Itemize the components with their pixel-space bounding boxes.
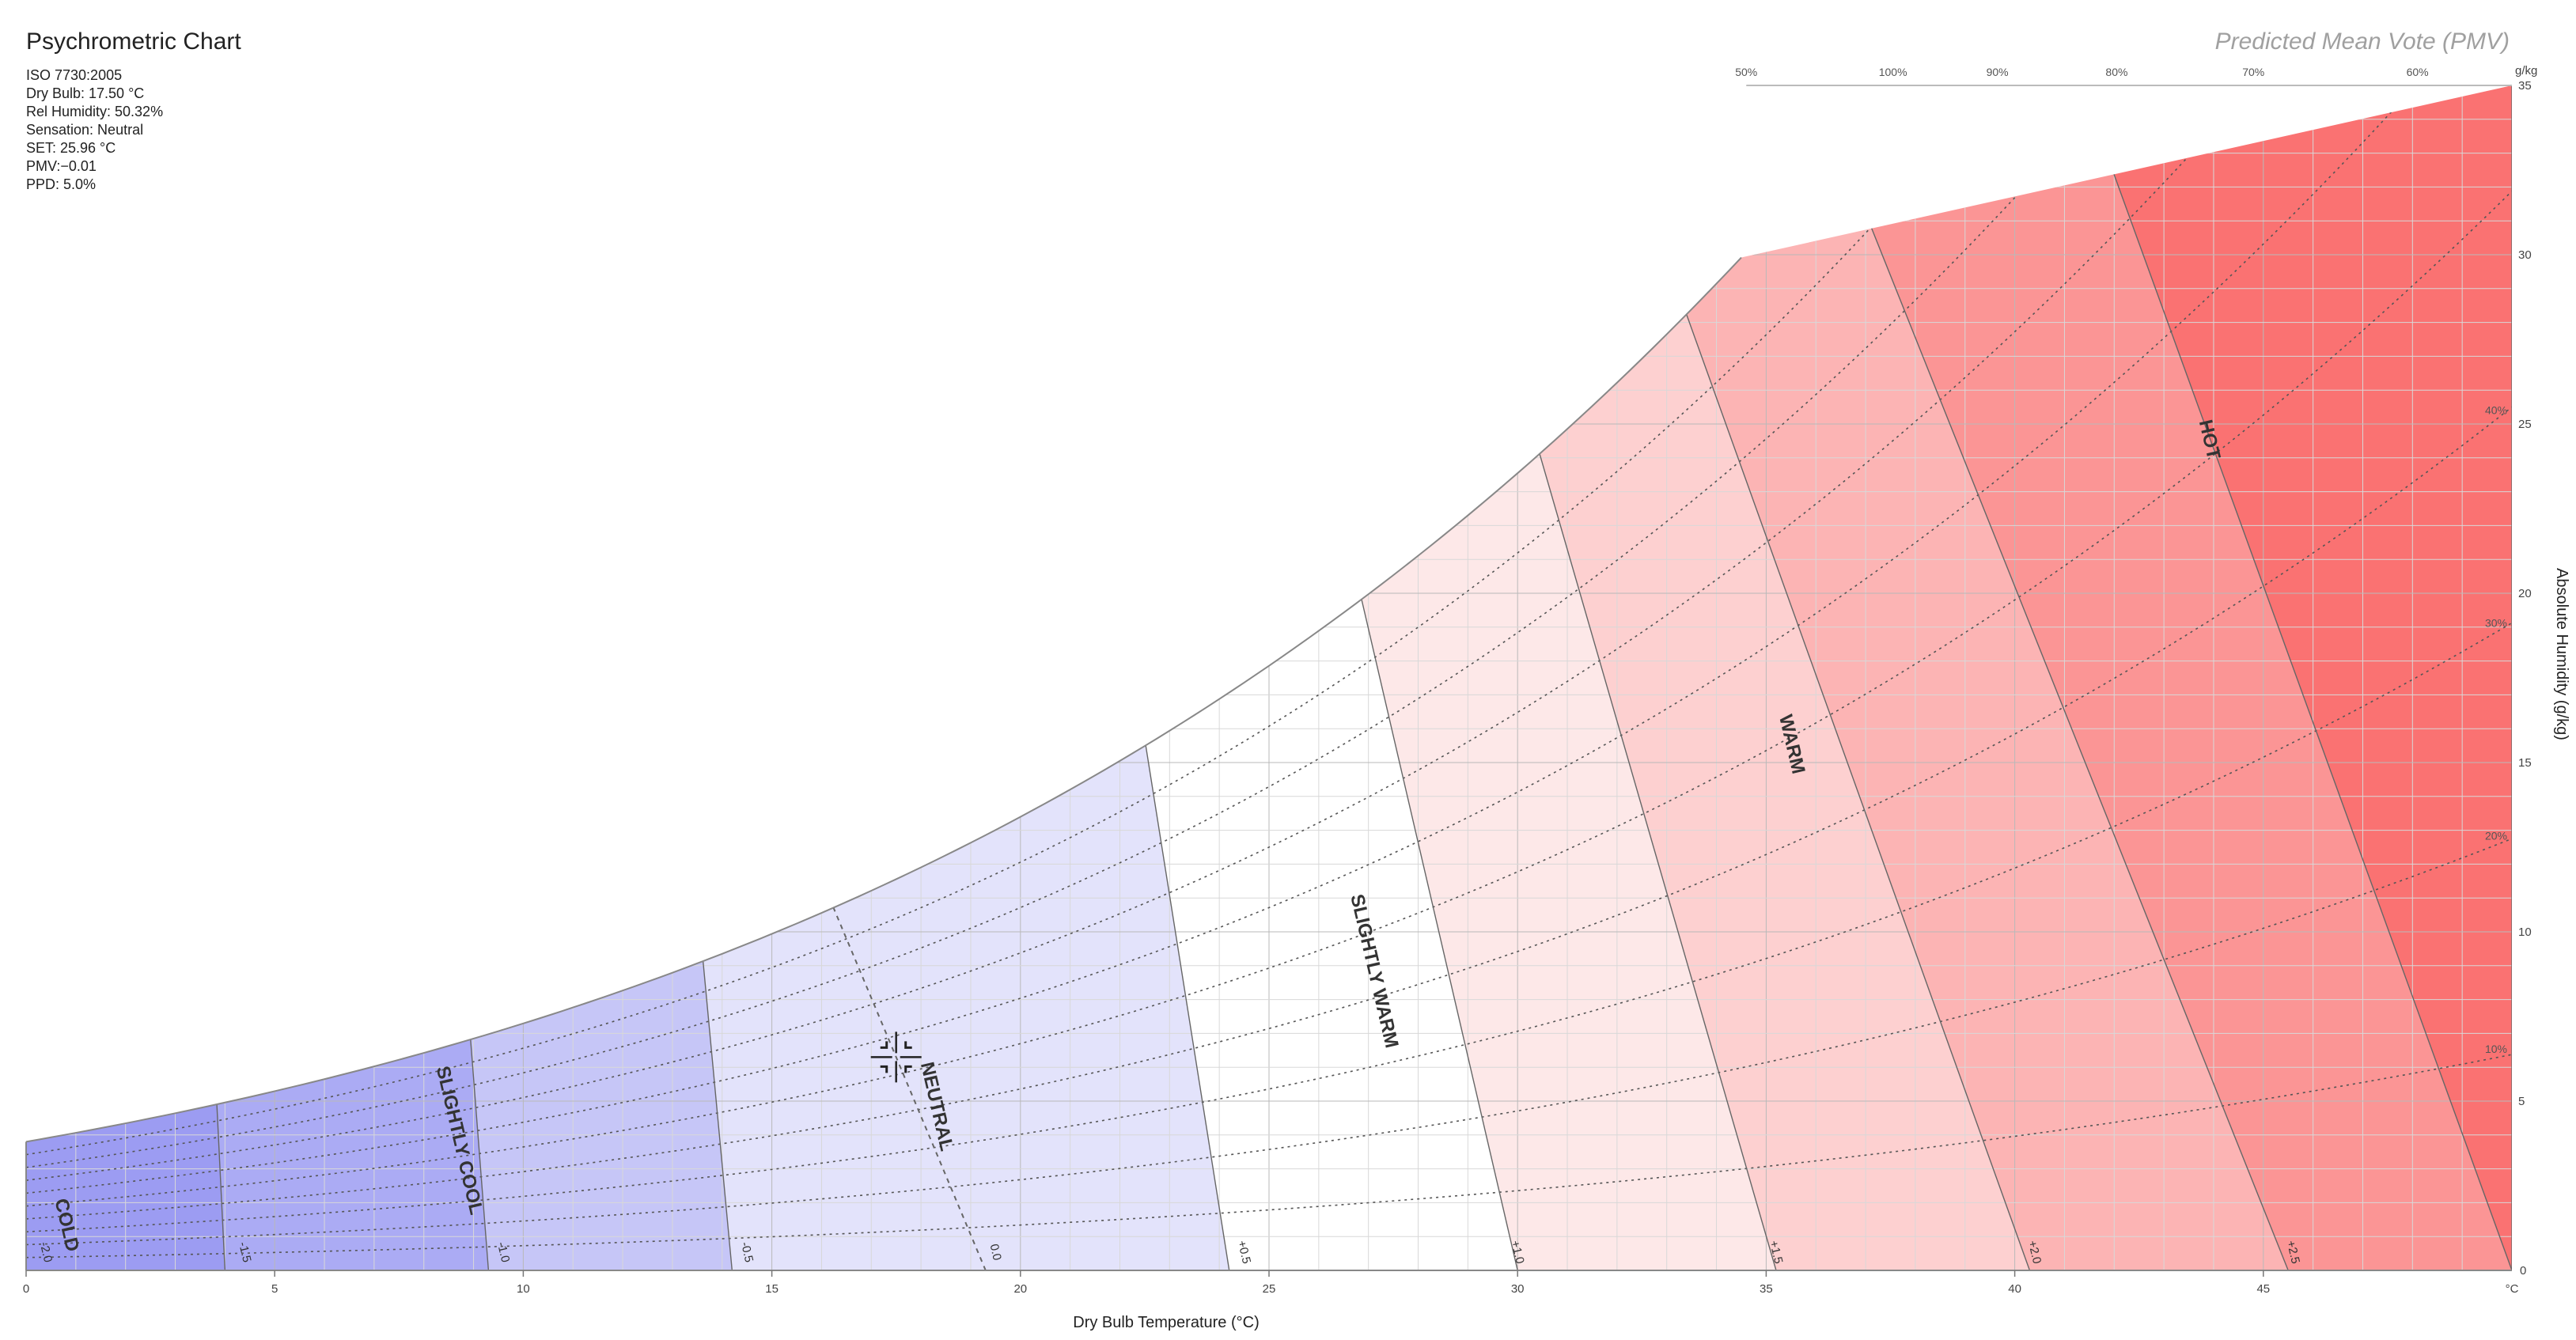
saturation-line xyxy=(25,256,1742,1143)
y-tick-label: 5 xyxy=(2518,1095,2525,1108)
pmv-value-tag: -2.0 xyxy=(37,1240,55,1263)
chart-title: Psychrometric Chart xyxy=(26,28,241,55)
x-axis-title: Dry Bulb Temperature (°C) xyxy=(1073,1314,1259,1331)
crosshair-corner xyxy=(880,1041,888,1049)
pmv-readout: PMV:−0.01 xyxy=(26,158,97,174)
rh-line xyxy=(26,838,2512,1246)
sensation-readout: Sensation: Neutral xyxy=(26,122,144,138)
y-tick-label: 25 xyxy=(2518,418,2532,431)
rh-top-label: 60% xyxy=(2407,66,2429,78)
crosshair-corner xyxy=(904,1041,912,1049)
rh-lines xyxy=(26,85,2512,1259)
pmv-value-tag: +0.5 xyxy=(1235,1240,1253,1266)
rh-top-label: 80% xyxy=(2105,66,2127,78)
pmv-zone xyxy=(26,85,225,1270)
x-tick-label: 0 xyxy=(23,1282,29,1296)
pmv-boundary-line xyxy=(1800,85,2289,1270)
y-unit-label: g/kg xyxy=(2515,64,2537,78)
crosshair-corner xyxy=(904,1065,912,1073)
pmv-boundary-line xyxy=(2069,85,2512,1270)
x-unit-label: °C xyxy=(2506,1282,2519,1296)
pmv-value-tag: +1.0 xyxy=(1508,1240,1526,1266)
x-tick-label: 35 xyxy=(1760,1282,1773,1296)
x-tick-label: 5 xyxy=(271,1282,278,1296)
crosshair-icon xyxy=(870,1031,922,1083)
pmv-value-tag: -1.5 xyxy=(236,1240,253,1263)
pmv-value-tag: +2.0 xyxy=(2025,1240,2044,1266)
y-tick-label: 35 xyxy=(2518,79,2532,93)
rh-top-label: 100% xyxy=(1879,66,1907,78)
crosshair-corner xyxy=(880,1065,888,1073)
y-tick-label: 20 xyxy=(2518,587,2532,600)
rh-line xyxy=(26,622,2512,1233)
x-tick-label: 15 xyxy=(765,1282,778,1296)
pmv-caption: Predicted Mean Vote (PMV) xyxy=(2214,28,2510,55)
rh-side-label: 40% xyxy=(2485,403,2507,416)
y-tick-label: 0 xyxy=(2520,1264,2526,1278)
ppd-readout: PPD: 5.0% xyxy=(26,176,97,192)
pmv-value-tag: +2.5 xyxy=(2284,1240,2302,1266)
rh-line xyxy=(26,85,2165,1168)
rh-line xyxy=(26,85,2301,1181)
rh-line xyxy=(26,1054,2512,1259)
rh-top-label: 90% xyxy=(1987,66,2009,78)
pmv-value-tag: -0.5 xyxy=(738,1240,756,1263)
y-axis-title: Absolute Humidity (g/kg) xyxy=(2553,568,2570,740)
y-tick-label: 15 xyxy=(2518,756,2532,770)
readout-panel: ISO 7730:2005 Dry Bulb: 17.50 °C Rel Hum… xyxy=(26,66,163,194)
pmv-value-tag: -1.0 xyxy=(494,1240,512,1263)
x-tick-label: 45 xyxy=(2256,1282,2270,1296)
rh-line xyxy=(26,191,2512,1207)
rh-side-label: 20% xyxy=(2485,830,2507,842)
pmv-value-tag: 0.0 xyxy=(987,1243,1004,1262)
pmv-zero-line xyxy=(825,891,987,1270)
rh-side-label: 10% xyxy=(2485,1043,2507,1055)
dry-bulb-readout: Dry Bulb: 17.50 °C xyxy=(26,85,145,101)
pmv-boundary-line xyxy=(165,85,226,1270)
y-tick-label: 10 xyxy=(2518,926,2532,939)
pmv-value-tag: +1.5 xyxy=(1767,1240,1785,1266)
rh-line xyxy=(26,85,2476,1194)
rh-line xyxy=(26,85,2053,1156)
rh-side-label: 30% xyxy=(2485,617,2507,630)
current-state-marker[interactable] xyxy=(870,1031,922,1083)
rh-top-label: 50% xyxy=(1735,66,1757,78)
x-tick-label: 10 xyxy=(517,1282,530,1296)
y-tick-label: 30 xyxy=(2518,248,2532,262)
x-tick-label: 20 xyxy=(1013,1282,1027,1296)
set-readout: SET: 25.96 °C xyxy=(26,140,116,156)
x-tick-label: 40 xyxy=(2008,1282,2021,1296)
x-tick-label: 25 xyxy=(1263,1282,1276,1296)
axes: 0 5 10 15 20 25 30 35 40 45 °C 5 10 15 20 25 30 35 0 g/kg Dr… xyxy=(23,64,2570,1331)
x-tick-label: 30 xyxy=(1511,1282,1525,1296)
rel-humidity-readout: Rel Humidity: 50.32% xyxy=(26,104,164,119)
standard-label: ISO 7730:2005 xyxy=(26,67,123,83)
rh-top-label: 70% xyxy=(2242,66,2264,78)
